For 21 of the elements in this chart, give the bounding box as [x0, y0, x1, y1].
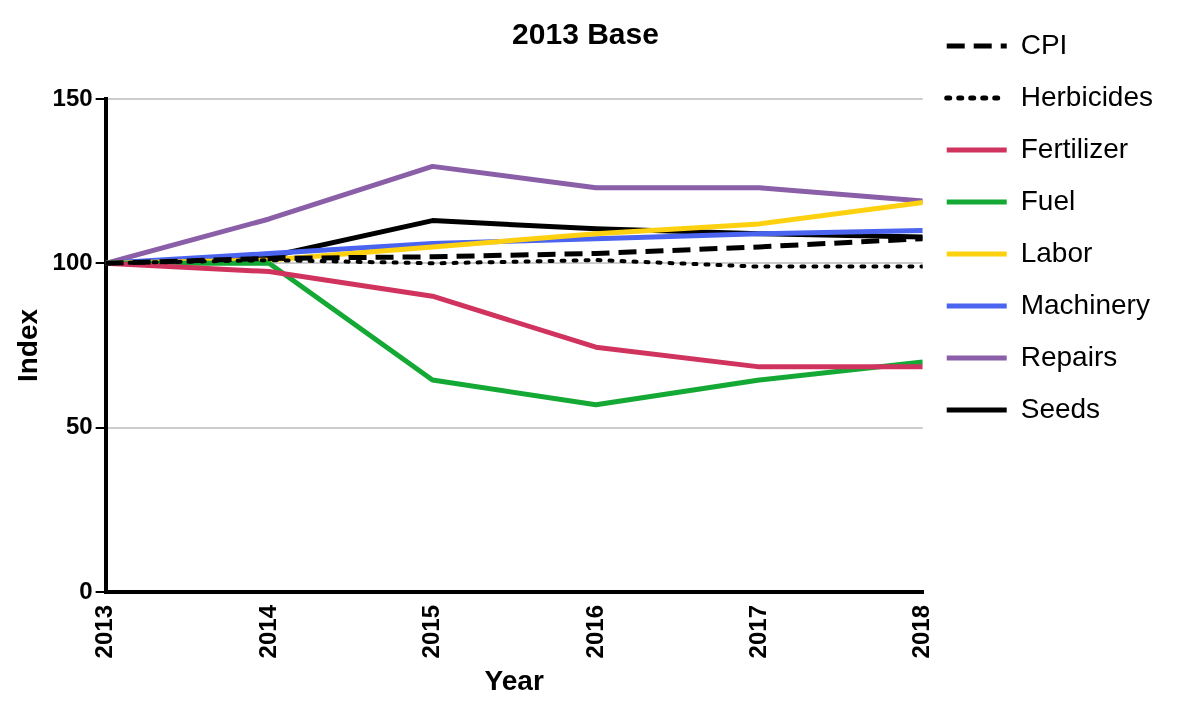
legend-label: Fuel [1020, 184, 1076, 216]
x-tick-label: 2018 [907, 605, 935, 659]
legend-label: Fertilizer [1020, 132, 1129, 164]
y-tick-label: 50 [65, 412, 93, 440]
x-tick-label: 2015 [417, 605, 445, 659]
legend-label: Repairs [1020, 340, 1118, 372]
legend-label: CPI [1020, 28, 1068, 60]
y-tick-label: 150 [52, 83, 93, 111]
y-tick-label: 100 [52, 247, 93, 275]
legend-label: Herbicides [1020, 80, 1154, 112]
y-axis-title: Index [11, 308, 43, 383]
x-axis-title: Year [484, 664, 544, 696]
chart-title: 2013 Base [512, 17, 659, 51]
legend-label: Labor [1020, 236, 1093, 268]
x-tick-label: 2016 [580, 605, 608, 659]
x-tick-label: 2017 [743, 605, 771, 659]
x-tick-label: 2013 [90, 605, 118, 659]
legend-label: Seeds [1020, 392, 1101, 424]
y-tick-label: 0 [79, 576, 93, 604]
x-tick-label: 2014 [253, 604, 281, 659]
legend-label: Machinery [1020, 288, 1150, 320]
